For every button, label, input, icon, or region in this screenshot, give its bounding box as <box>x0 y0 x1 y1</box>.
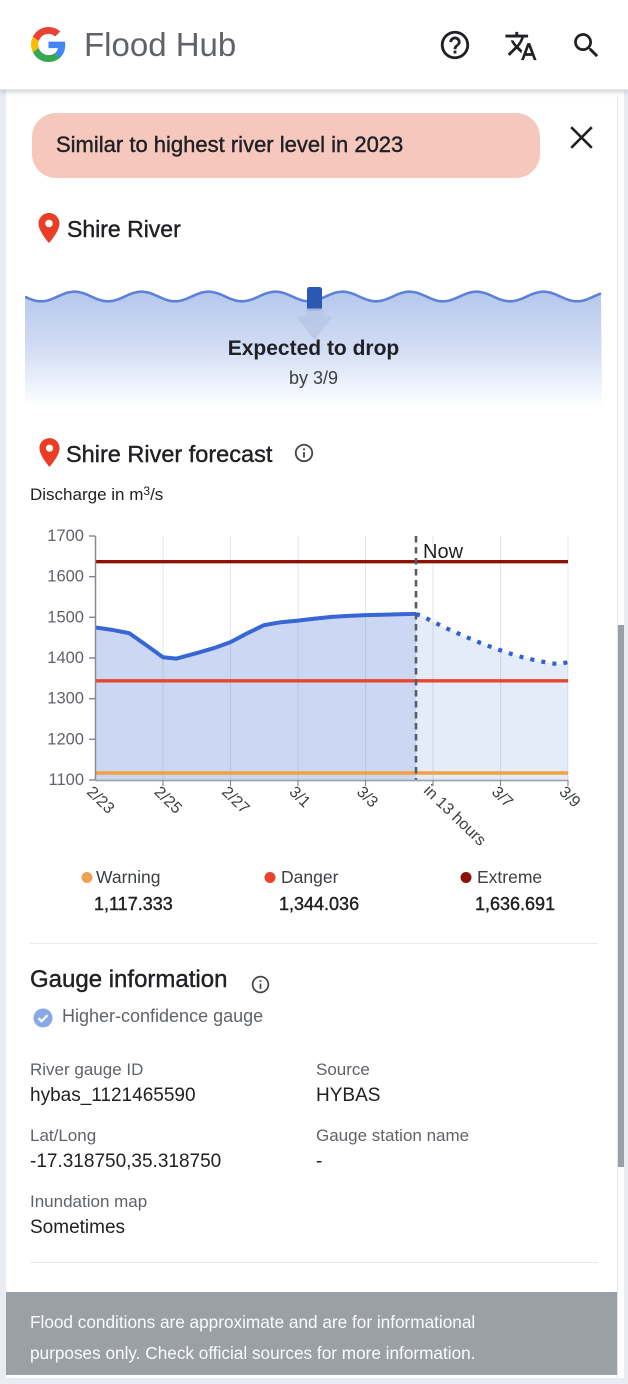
svg-text:1100: 1100 <box>49 771 84 789</box>
svg-text:2/25: 2/25 <box>151 784 185 818</box>
svg-text:1200: 1200 <box>47 730 84 748</box>
svg-text:3/3: 3/3 <box>353 784 381 812</box>
svg-text:1400: 1400 <box>47 649 84 667</box>
svg-text:3/1: 3/1 <box>286 784 314 812</box>
svg-text:1300: 1300 <box>47 690 84 708</box>
svg-text:2/23: 2/23 <box>83 784 117 818</box>
svg-text:1700: 1700 <box>47 528 84 545</box>
svg-text:Now: Now <box>423 541 464 563</box>
svg-text:1600: 1600 <box>47 568 84 586</box>
svg-text:3/7: 3/7 <box>488 784 516 812</box>
svg-text:2/27: 2/27 <box>218 784 252 818</box>
svg-text:3/9: 3/9 <box>556 784 584 812</box>
svg-text:1500: 1500 <box>47 608 84 626</box>
svg-text:in 13 hours: in 13 hours <box>420 782 489 848</box>
